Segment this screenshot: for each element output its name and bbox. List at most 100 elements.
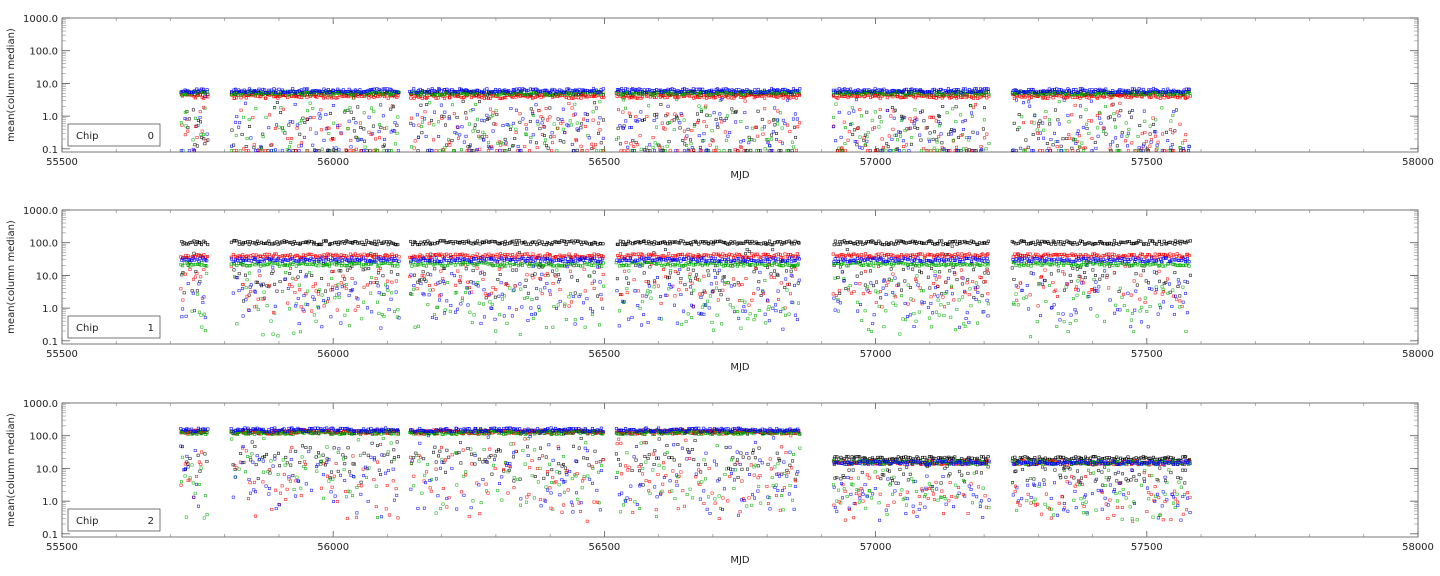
data-point [445, 143, 449, 147]
data-point [640, 95, 644, 99]
chart-panel-1: 55500 56000 56500 57000 57500 580000.11.010.0… [6, 206, 1434, 373]
data-point [456, 269, 460, 273]
data-point [1059, 144, 1063, 148]
data-point [986, 271, 990, 275]
data-point [1173, 271, 1177, 275]
data-point [441, 277, 445, 280]
data-point [961, 95, 965, 99]
data-point [916, 126, 920, 130]
data-point [865, 139, 869, 143]
data-point [237, 272, 241, 276]
data-point [498, 273, 502, 276]
data-point [460, 125, 464, 129]
data-point [847, 111, 851, 115]
data-point [320, 147, 324, 151]
data-point [268, 113, 272, 117]
data-point [718, 112, 722, 116]
data-point [491, 111, 495, 115]
data-point [440, 117, 444, 120]
data-point [441, 148, 445, 152]
data-point [1126, 144, 1130, 148]
data-point [639, 147, 643, 151]
data-point [705, 124, 709, 128]
data-point [199, 133, 203, 136]
data-point [204, 139, 208, 143]
data-point [1010, 266, 1014, 270]
data-point [688, 272, 692, 276]
data-point [728, 131, 732, 134]
data-point [870, 118, 874, 122]
data-point [234, 120, 237, 124]
data-point [711, 139, 715, 143]
data-point [447, 115, 451, 119]
data-point [671, 284, 675, 288]
data-point [1169, 146, 1173, 150]
data-point [1019, 146, 1023, 150]
data-point [947, 132, 950, 136]
data-point [891, 272, 895, 276]
data-point [901, 268, 905, 271]
data-point [517, 239, 521, 243]
data-point [1057, 149, 1060, 153]
data-point [539, 115, 543, 119]
x-tick-label: 56500 [588, 349, 620, 360]
data-point [845, 248, 849, 252]
data-point [235, 148, 238, 152]
data-point [1154, 118, 1158, 122]
data-point [643, 118, 646, 122]
data-point [1049, 242, 1053, 246]
data-point [540, 292, 544, 296]
data-point [430, 118, 433, 122]
data-point [1101, 274, 1105, 278]
data-point [621, 240, 625, 244]
data-point [863, 144, 867, 147]
data-point [715, 281, 718, 285]
data-point [1108, 147, 1112, 151]
data-point [525, 273, 529, 277]
data-point [302, 135, 306, 139]
data-point [378, 267, 382, 270]
data-point [708, 114, 712, 118]
data-point [263, 149, 267, 153]
data-point [327, 132, 331, 135]
data-point [901, 139, 905, 143]
data-point [1184, 133, 1188, 137]
data-point [798, 87, 802, 91]
data-point [569, 269, 572, 273]
data-point [427, 284, 431, 287]
data-point [928, 286, 932, 290]
data-point [344, 148, 348, 152]
data-point [269, 143, 273, 147]
data-point [183, 133, 187, 137]
data-point [503, 137, 507, 141]
data-point [840, 146, 844, 150]
data-point [644, 280, 648, 283]
y-tick-label: 100.0 [29, 47, 58, 58]
data-point [322, 304, 326, 308]
data-point [1178, 242, 1182, 246]
data-point [501, 149, 504, 153]
data-point [941, 243, 945, 247]
data-point [697, 104, 701, 108]
data-point [350, 264, 354, 268]
data-point [779, 149, 783, 153]
data-point [409, 121, 413, 125]
data-point [1176, 285, 1180, 288]
data-point [878, 115, 882, 119]
data-point [1041, 149, 1045, 153]
data-point [1166, 139, 1170, 142]
data-point [1160, 149, 1164, 153]
data-point [673, 112, 677, 116]
data-point [514, 308, 518, 311]
data-point [282, 239, 286, 243]
data-point [550, 149, 554, 153]
data-point [655, 112, 659, 116]
data-point [639, 110, 643, 114]
data-point [846, 138, 850, 142]
data-point [832, 243, 836, 247]
data-point [485, 135, 489, 139]
data-point [1068, 273, 1072, 277]
y-tick-label: 100.0 [29, 239, 58, 250]
data-point [753, 88, 757, 92]
data-point [1056, 269, 1060, 273]
